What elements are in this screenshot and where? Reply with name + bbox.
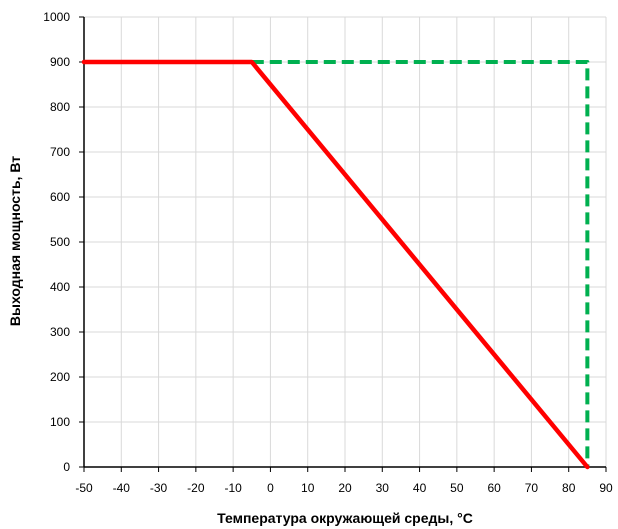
grid: [83, 16, 607, 468]
y-tick-label: 600: [50, 190, 70, 204]
x-tick-label: 20: [338, 481, 352, 495]
y-tick-label: 100: [50, 415, 70, 429]
y-tick-label: 400: [50, 280, 70, 294]
y-tick-label: 1000: [43, 10, 70, 24]
x-tick-label: 80: [562, 481, 576, 495]
x-tick-label: 50: [450, 481, 464, 495]
y-axis-title: Выходная мощность, Вт: [7, 156, 23, 326]
y-tick-label: 200: [50, 370, 70, 384]
x-tick-label: 40: [413, 481, 427, 495]
x-axis-title: Температура окружающей среды, °C: [217, 510, 473, 526]
x-tick-label: 10: [301, 481, 315, 495]
x-tick-label: -50: [75, 481, 93, 495]
x-tick-label: 60: [487, 481, 501, 495]
x-tick-label: -10: [224, 481, 242, 495]
y-tick-label: 900: [50, 55, 70, 69]
y-tick-label: 700: [50, 145, 70, 159]
x-tick-label: 90: [599, 481, 613, 495]
x-tick-label: 70: [525, 481, 539, 495]
x-tick-label: 30: [376, 481, 390, 495]
x-tick-labels: -50 -40 -30 -20 -10 0 10 20 30 40 50 60 70 80 90: [75, 481, 613, 495]
y-tick-label: 0: [63, 460, 70, 474]
y-tick-label: 500: [50, 235, 70, 249]
y-tick-label: 300: [50, 325, 70, 339]
series-line-dashed: [251, 60, 590, 467]
x-tick-label: -40: [113, 481, 131, 495]
series-line-solid: [81, 59, 590, 470]
y-tick-label: 800: [50, 100, 70, 114]
y-tick-labels: 0 100 200 300 400 500 600 700 800 900 1000: [43, 10, 70, 474]
axes: [79, 16, 607, 472]
series-group: [81, 59, 590, 470]
x-tick-label: -20: [187, 481, 205, 495]
x-tick-label: -30: [150, 481, 168, 495]
x-tick-label: 0: [267, 481, 274, 495]
